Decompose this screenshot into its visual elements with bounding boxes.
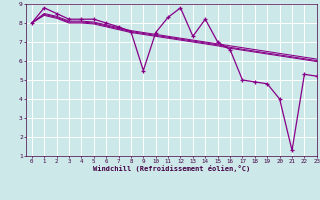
X-axis label: Windchill (Refroidissement éolien,°C): Windchill (Refroidissement éolien,°C) xyxy=(92,165,250,172)
